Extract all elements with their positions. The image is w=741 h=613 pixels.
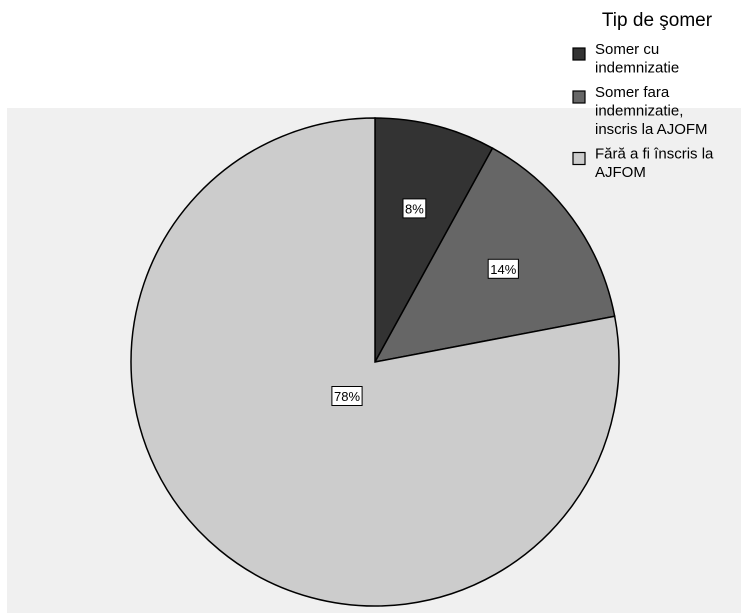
pie-slices — [130, 117, 620, 607]
slice-label-box — [487, 258, 519, 279]
legend-label-line: Fără a fi înscris la — [595, 145, 714, 162]
slice-label-box — [331, 386, 363, 406]
legend-label-line: inscris la AJOFM — [595, 121, 708, 138]
legend-label-line: Somer cu — [595, 41, 659, 58]
legend-item-3: Fără a fi înscris la AJFOM — [572, 145, 714, 181]
legend-label-line: Somer fara — [595, 84, 670, 101]
slice-label-text: 78% — [334, 389, 360, 404]
slice-label-text: 14% — [490, 262, 516, 277]
legend-swatch — [572, 47, 586, 61]
legend-label-line: indemnizatie, — [595, 102, 683, 119]
legend-swatch — [572, 90, 586, 104]
legend-swatch — [572, 151, 586, 166]
legend-title: Tip de şomer — [602, 10, 713, 31]
pie-slice-labels: 8% 14% 78% — [331, 198, 519, 406]
legend-label-line: indemnizatie — [595, 59, 679, 76]
legend-label-line: AJFOM — [595, 164, 646, 181]
pie-slice-2 — [373, 147, 616, 364]
slice-label-2: 14% — [487, 258, 519, 279]
slice-label-1: 8% — [402, 198, 427, 219]
slice-label-box — [402, 198, 427, 219]
pie-slice-3 — [130, 117, 620, 607]
slice-label-text: 8% — [405, 201, 424, 216]
slice-label-3: 78% — [331, 386, 363, 406]
pie-slice-1 — [374, 117, 494, 363]
